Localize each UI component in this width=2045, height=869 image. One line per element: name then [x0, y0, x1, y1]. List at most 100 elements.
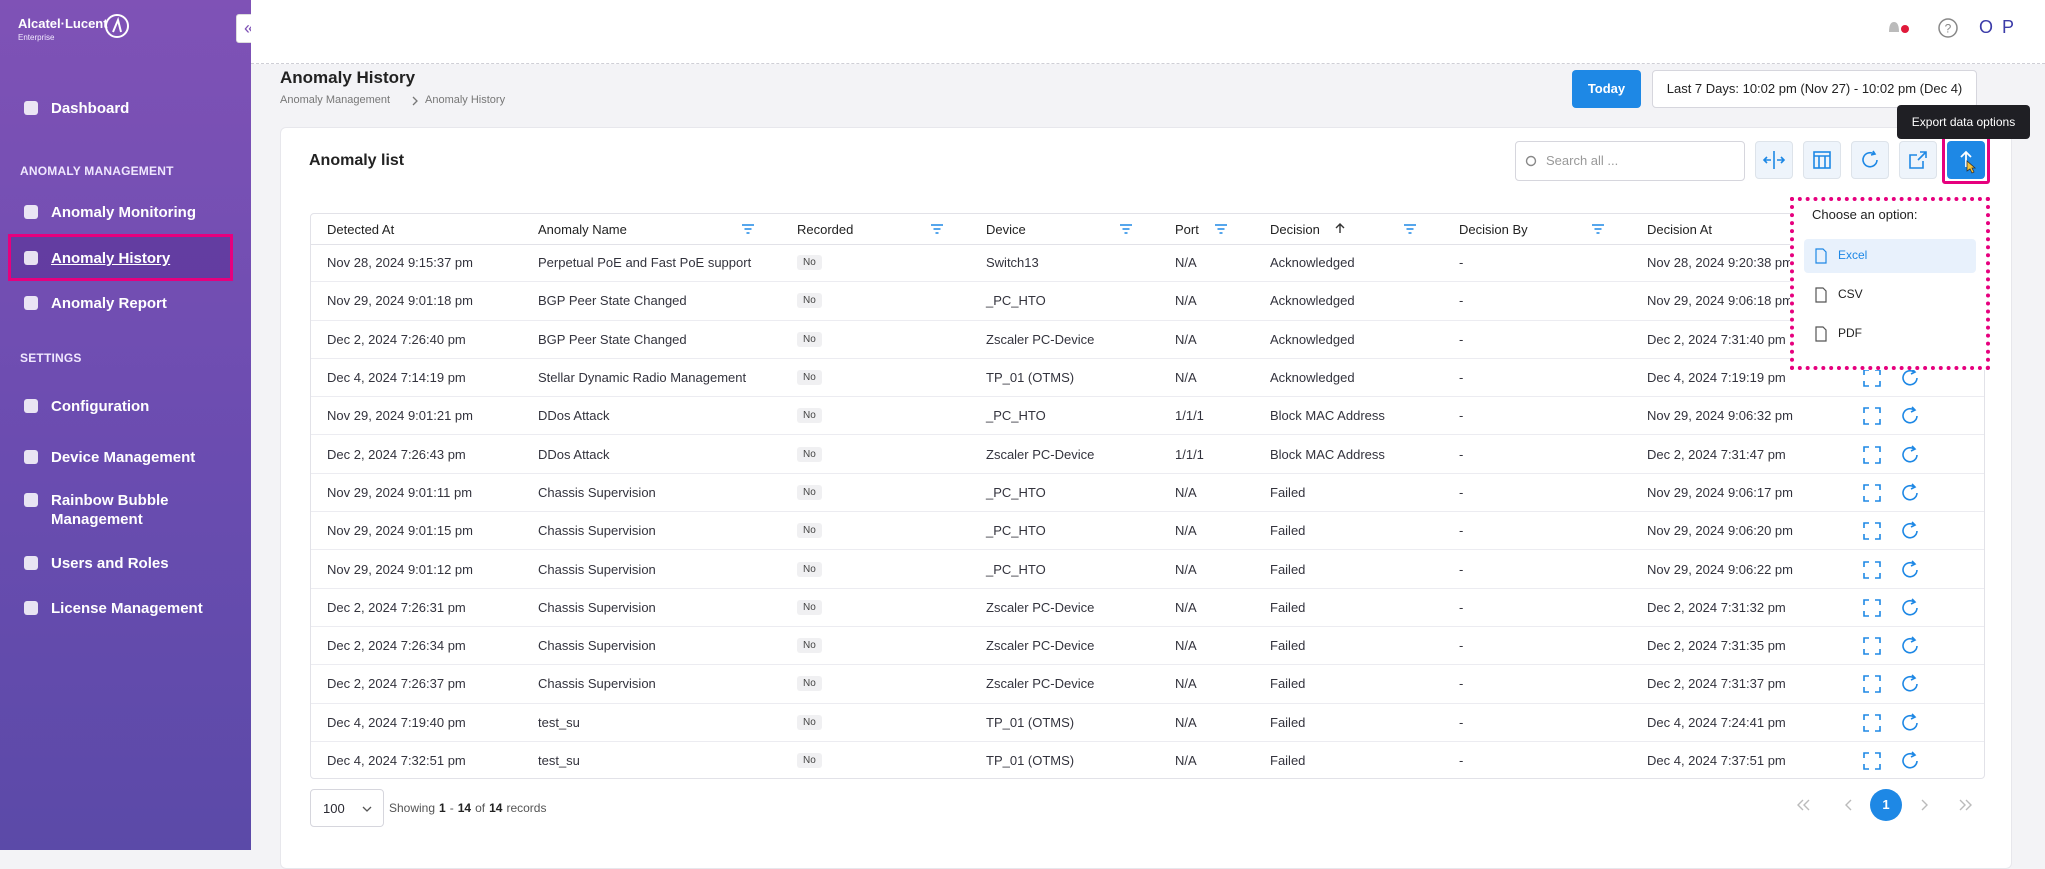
today-button[interactable]: Today	[1572, 70, 1641, 108]
cell: -	[1459, 753, 1464, 769]
expand-icon	[1862, 406, 1882, 431]
expand-icon	[1862, 674, 1882, 699]
cell: -	[1459, 446, 1464, 462]
cell: Dec 2, 2024 7:26:31 pm	[327, 599, 466, 615]
export-option[interactable]: Excel	[1804, 239, 1976, 273]
pagination: 1	[1790, 789, 1990, 821]
cell: Chassis Supervision	[538, 676, 656, 692]
export-menu-title: Choose an option:	[1812, 207, 1918, 222]
retry-icon	[1899, 520, 1921, 547]
filter-icon	[1119, 222, 1133, 240]
recorded-pill: No	[797, 599, 822, 615]
cell: N/A	[1175, 331, 1197, 347]
next-page	[1918, 798, 1930, 817]
page-size[interactable]: 100	[310, 789, 384, 827]
showing: Showing 1-14 of 14 records	[389, 801, 546, 815]
menu-icon	[22, 294, 40, 317]
table-row	[311, 474, 1984, 513]
recorded-pill: No	[797, 255, 822, 271]
resize-columns[interactable]	[1755, 141, 1793, 179]
menu-icon	[22, 249, 40, 272]
cell: Nov 29, 2024 9:06:22 pm	[1647, 561, 1793, 577]
retry-icon	[1899, 559, 1921, 586]
cell: Nov 29, 2024 9:01:18 pm	[327, 293, 473, 309]
cell: N/A	[1175, 676, 1197, 692]
menu-item[interactable]: Configuration	[51, 398, 150, 415]
menu-item[interactable]: Users and Roles	[51, 555, 169, 572]
menu-item[interactable]: License Management	[51, 600, 203, 617]
columns-button[interactable]	[1803, 141, 1841, 179]
cell: Dec 2, 2024 7:26:40 pm	[327, 331, 466, 347]
retry-icon	[1899, 750, 1921, 777]
search-box[interactable]: Search all ...	[1515, 141, 1745, 181]
column-header[interactable]: Anomaly Name	[538, 222, 627, 237]
menu-icon	[22, 397, 40, 420]
menu-item[interactable]: Anomaly History	[51, 250, 171, 267]
menu-item[interactable]: Anomaly Report	[51, 295, 167, 312]
showing-part: records	[506, 801, 547, 815]
cell: BGP Peer State Changed	[538, 293, 687, 309]
export-option-label: Excel	[1838, 248, 1868, 262]
expand-icon	[1862, 445, 1882, 470]
cell: TP_01 (OTMS)	[986, 753, 1075, 769]
notifications[interactable]	[1885, 18, 1911, 38]
refresh-button[interactable]	[1851, 141, 1889, 179]
table-row	[311, 589, 1984, 627]
table-row	[311, 512, 1984, 551]
cell: test_su	[538, 753, 580, 769]
menu-item[interactable]: Dashboard	[51, 100, 130, 117]
breadcrumb-1[interactable]: Anomaly Management	[280, 94, 391, 106]
cell: Zscaler PC-Device	[986, 331, 1095, 347]
cell: _PC_HTO	[986, 484, 1046, 500]
date-range[interactable]: Last 7 Days: 10:02 pm (Nov 27) - 10:02 p…	[1652, 70, 1977, 108]
cell: Stellar Dynamic Radio Management	[538, 370, 747, 386]
menu-item[interactable]: Device Management	[51, 449, 196, 466]
cell: Dec 2, 2024 7:31:40 pm	[1647, 331, 1786, 347]
recorded-pill: No	[797, 753, 822, 769]
cell: -	[1459, 714, 1464, 730]
table-row	[311, 397, 1984, 436]
svg-text:?: ?	[1945, 22, 1952, 36]
breadcrumb-sep	[412, 96, 418, 106]
column-header[interactable]: Decision By	[1459, 222, 1528, 237]
open-button[interactable]	[1899, 141, 1937, 179]
retry-icon	[1899, 712, 1921, 739]
cell: Nov 29, 2024 9:01:11 pm	[327, 484, 473, 500]
table-row	[311, 282, 1984, 321]
table-row	[311, 665, 1984, 704]
cell: Perpetual PoE and Fast PoE support	[538, 255, 752, 271]
cell: N/A	[1175, 638, 1197, 654]
cell: N/A	[1175, 753, 1197, 769]
column-header[interactable]: Decision At	[1647, 222, 1713, 237]
export-option[interactable]: CSV	[1804, 278, 1976, 312]
menu-item[interactable]: Anomaly Monitoring	[51, 204, 196, 221]
cell: N/A	[1175, 599, 1197, 615]
cell: DDos Attack	[538, 446, 610, 462]
cell: -	[1459, 599, 1464, 615]
table-row	[311, 436, 1984, 474]
filter-icon	[741, 222, 755, 240]
column-header[interactable]: Port	[1175, 222, 1199, 237]
page-number[interactable]: 1	[1870, 789, 1902, 821]
column-header[interactable]: Recorded	[797, 222, 854, 237]
user-initials[interactable]: O P	[1979, 17, 2017, 37]
retry-icon	[1899, 597, 1921, 624]
recorded-pill: No	[797, 331, 822, 347]
cell: _PC_HTO	[986, 523, 1046, 539]
table-row	[311, 321, 1984, 359]
filter-icon	[1403, 222, 1417, 240]
column-header[interactable]: Device	[986, 222, 1026, 237]
cell: N/A	[1175, 523, 1197, 539]
export-option[interactable]: PDF	[1804, 317, 1976, 351]
cell: Acknowledged	[1270, 255, 1355, 271]
column-header[interactable]: Decision	[1270, 222, 1320, 237]
prev-page	[1843, 798, 1855, 817]
cell: Failed	[1270, 599, 1306, 615]
table-row	[311, 244, 1984, 283]
column-header[interactable]: Detected At	[327, 222, 395, 237]
export-button[interactable]	[1947, 141, 1985, 179]
menu-item[interactable]: Rainbow Bubble Management	[51, 492, 169, 528]
retry-icon	[1899, 673, 1921, 700]
cell: Zscaler PC-Device	[986, 638, 1095, 654]
help[interactable]: ?	[1937, 17, 1959, 39]
